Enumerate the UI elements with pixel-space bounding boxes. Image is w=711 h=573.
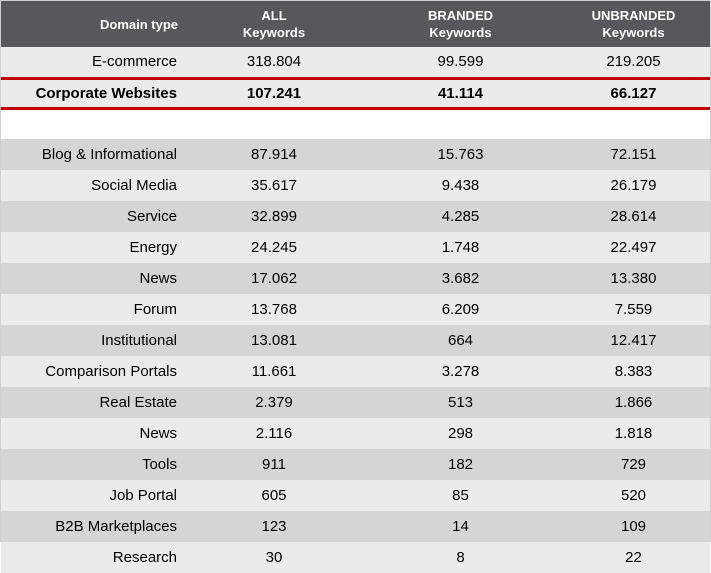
- header-domain-type-line-1: Domain type: [99, 16, 178, 32]
- branded-keywords-cell: 8: [456, 549, 465, 566]
- table-row: Real Estate 2.379 513 1.866: [1, 387, 710, 418]
- unbranded-keywords-cell: 219.205: [606, 53, 661, 71]
- branded-keywords-cell: 14: [452, 518, 469, 535]
- all-keywords-cell: 32.899: [251, 208, 297, 225]
- table-row: Job Portal 605 85 520: [1, 480, 710, 511]
- table-row: Tools 911 182 729: [1, 449, 710, 480]
- header-branded-keywords: BRANDED Keywords: [364, 1, 557, 47]
- all-keywords-cell: 13.768: [251, 301, 297, 318]
- domain-cell: Job Portal: [109, 487, 177, 504]
- table-header: Domain type ALL Keywords BRANDED Keyword…: [1, 1, 710, 47]
- all-keywords-cell: 13.081: [251, 332, 297, 349]
- branded-keywords-cell: 6.209: [441, 301, 480, 318]
- table-row: News 2.116 298 1.818: [1, 418, 710, 449]
- all-keywords-cell: 35.617: [251, 177, 297, 194]
- table-row: Comparison Portals 11.661 3.278 8.383: [1, 356, 710, 387]
- unbranded-keywords-cell: 28.614: [610, 208, 657, 225]
- unbranded-keywords-cell: 1.818: [614, 425, 653, 442]
- branded-keywords-cell: 15.763: [437, 146, 484, 163]
- unbranded-keywords-cell: 1.866: [614, 394, 653, 411]
- domain-cell: Real Estate: [99, 394, 177, 411]
- domain-cell: Blog & Informational: [41, 146, 177, 163]
- domain-cell: E-commerce: [91, 53, 177, 71]
- unbranded-keywords-cell: 66.127: [557, 76, 710, 110]
- table-row: Research 30 8 22: [1, 542, 710, 573]
- all-keywords-cell: 30: [265, 549, 283, 566]
- domain-cell: Tools: [141, 456, 177, 473]
- branded-keywords-cell: 9.438: [441, 177, 480, 194]
- unbranded-keywords-cell: 7.559: [614, 301, 653, 318]
- unbranded-keywords-cell: 729: [620, 456, 647, 473]
- domain-cell: News: [139, 270, 177, 287]
- table-row-highlighted: Corporate Websites 107.241 41.114 66.127: [1, 76, 710, 110]
- header-unbranded-keywords-line-1: UNBRANDED: [591, 8, 676, 23]
- all-keywords-cell: 11.661: [251, 363, 297, 380]
- unbranded-keywords-cell: 12.417: [610, 332, 657, 349]
- header-all-keywords-line-1: ALL: [261, 8, 287, 23]
- domain-cell: News: [139, 425, 177, 442]
- branded-keywords-cell: 4.285: [441, 208, 480, 225]
- domain-cell: B2B Marketplaces: [55, 518, 177, 535]
- branded-keywords-cell: 513: [447, 394, 474, 411]
- domain-cell: Energy: [129, 239, 177, 256]
- unbranded-keywords-cell: 13.380: [610, 270, 657, 287]
- header-unbranded-keywords: UNBRANDED Keywords: [557, 1, 710, 47]
- header-all-keywords: ALL Keywords: [184, 1, 364, 47]
- domain-cell: Service: [126, 208, 177, 225]
- domain-cell: Social Media: [91, 177, 177, 194]
- all-keywords-cell: 107.241: [184, 76, 364, 110]
- branded-keywords-cell: 664: [447, 332, 474, 349]
- unbranded-keywords-cell: 520: [620, 487, 647, 504]
- branded-keywords-cell: 99.599: [437, 53, 484, 71]
- header-branded-keywords-line-2: Keywords: [429, 25, 492, 40]
- domain-cell: Corporate Websites: [1, 76, 184, 110]
- branded-keywords-cell: 298: [447, 425, 474, 442]
- header-all-keywords-line-2: Keywords: [242, 25, 306, 40]
- all-keywords-cell: 911: [262, 456, 286, 473]
- all-keywords-cell: 318.804: [246, 53, 302, 71]
- table-row: B2B Marketplaces 123 14 109: [1, 511, 710, 542]
- all-keywords-cell: 123: [261, 518, 287, 535]
- domain-cell: Comparison Portals: [45, 363, 177, 380]
- header-row: Domain type ALL Keywords BRANDED Keyword…: [1, 1, 710, 47]
- table-row: News 17.062 3.682 13.380: [1, 263, 710, 294]
- all-keywords-cell: 2.116: [255, 425, 293, 442]
- row-spacer: [1, 108, 710, 139]
- branded-keywords-cell: 3.682: [441, 270, 480, 287]
- table-row: Blog & Informational 87.914 15.763 72.151: [1, 139, 710, 170]
- domain-cell: Forum: [133, 301, 177, 318]
- header-branded-keywords-line-1: BRANDED: [428, 8, 493, 23]
- all-keywords-cell: 2.379: [255, 394, 293, 411]
- table-row: Institutional 13.081 664 12.417: [1, 325, 710, 356]
- domain-cell: Institutional: [101, 332, 177, 349]
- unbranded-keywords-cell: 26.179: [610, 177, 657, 194]
- all-keywords-cell: 87.914: [251, 146, 297, 163]
- all-keywords-cell: 17.062: [251, 270, 297, 287]
- header-unbranded-keywords-line-2: Keywords: [602, 25, 665, 40]
- unbranded-keywords-cell: 109: [620, 518, 647, 535]
- domain-cell: Research: [112, 549, 177, 566]
- unbranded-keywords-cell: 22.497: [610, 239, 657, 256]
- table-row: Social Media 35.617 9.438 26.179: [1, 170, 710, 201]
- table-row: Service 32.899 4.285 28.614: [1, 201, 710, 232]
- all-keywords-cell: 24.245: [251, 239, 297, 256]
- branded-keywords-cell: 3.278: [441, 363, 480, 380]
- branded-keywords-cell: 85: [452, 487, 469, 504]
- table-row: Energy 24.245 1.748 22.497: [1, 232, 710, 263]
- table-row: E-commerce 318.804 99.599 219.205: [1, 47, 710, 78]
- table-body: E-commerce 318.804 99.599 219.205 Corporate …: [1, 47, 710, 573]
- row-spacer-cell: [1, 108, 710, 139]
- branded-keywords-cell: 1.748: [441, 239, 480, 256]
- unbranded-keywords-cell: 72.151: [610, 146, 657, 163]
- unbranded-keywords-cell: 22: [625, 549, 642, 566]
- all-keywords-cell: 605: [261, 487, 287, 504]
- branded-keywords-cell: 41.114: [364, 76, 557, 110]
- table-row: Forum 13.768 6.209 7.559: [1, 294, 710, 325]
- branded-keywords-cell: 182: [447, 456, 474, 473]
- unbranded-keywords-cell: 8.383: [614, 363, 653, 380]
- header-domain-type: Domain type: [1, 1, 184, 47]
